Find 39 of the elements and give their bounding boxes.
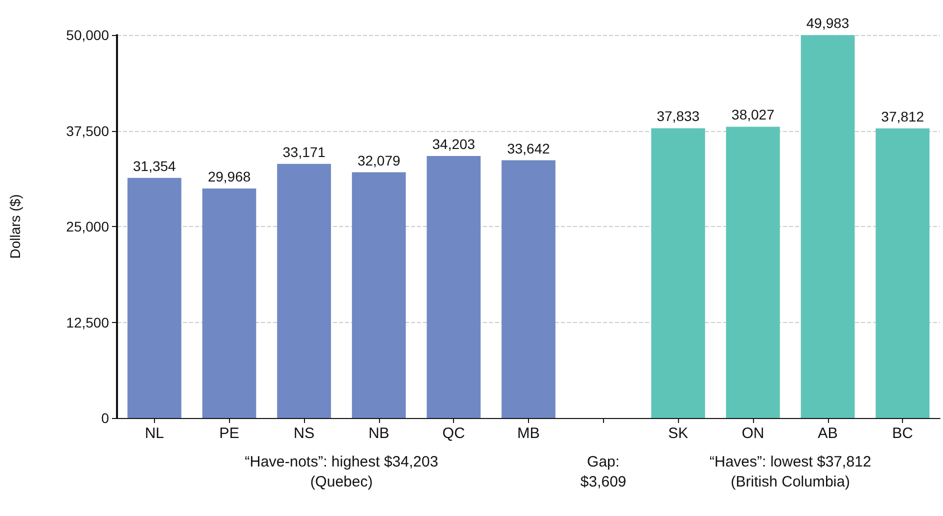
y-axis-title: Dollars ($)	[7, 194, 23, 259]
y-tick-label: 12,500	[66, 314, 110, 330]
data-label: 33,171	[282, 144, 326, 160]
x-tick-label: NL	[144, 425, 164, 442]
y-tick-label: 25,000	[66, 218, 110, 234]
bar	[876, 128, 930, 418]
y-tick-label: 0	[101, 410, 110, 426]
bar	[352, 172, 406, 418]
x-tick-label: ON	[742, 425, 764, 442]
data-label: 37,833	[656, 108, 700, 124]
data-label: 34,203	[432, 136, 476, 152]
bar	[800, 35, 855, 418]
x-tick-label: MB	[517, 425, 540, 442]
data-label: 49,983	[806, 15, 850, 32]
text: “Have-nots”: highest $34,203 (Quebec)	[244, 454, 438, 490]
x-tick-label: SK	[668, 425, 688, 442]
x-tick-label: AB	[818, 425, 838, 442]
x-tick-label: BC	[892, 425, 914, 442]
bar	[651, 128, 706, 418]
data-label: 33,642	[507, 140, 550, 156]
x-tick-label: PE	[219, 425, 240, 442]
data-label: 29,968	[208, 168, 251, 184]
y-tick-label: 37,500	[66, 122, 110, 139]
bar	[277, 164, 331, 418]
bar	[127, 178, 182, 418]
bar	[726, 126, 780, 418]
bar	[202, 188, 256, 418]
x-tick-label: NB	[368, 425, 390, 442]
bar	[502, 160, 556, 418]
bar	[426, 156, 481, 418]
text: Gap: $3,609	[580, 454, 626, 490]
data-label: 32,079	[357, 152, 400, 168]
y-tick-label: 50,000	[66, 27, 110, 43]
data-label: 37,812	[881, 108, 924, 124]
text: “Haves”: lowest $37,812 (British Columbia)	[709, 454, 872, 490]
data-label: 38,027	[732, 106, 775, 123]
x-tick-label: QC	[442, 425, 466, 442]
data-label: 31,354	[132, 158, 176, 174]
x-tick-label: NS	[294, 425, 314, 442]
